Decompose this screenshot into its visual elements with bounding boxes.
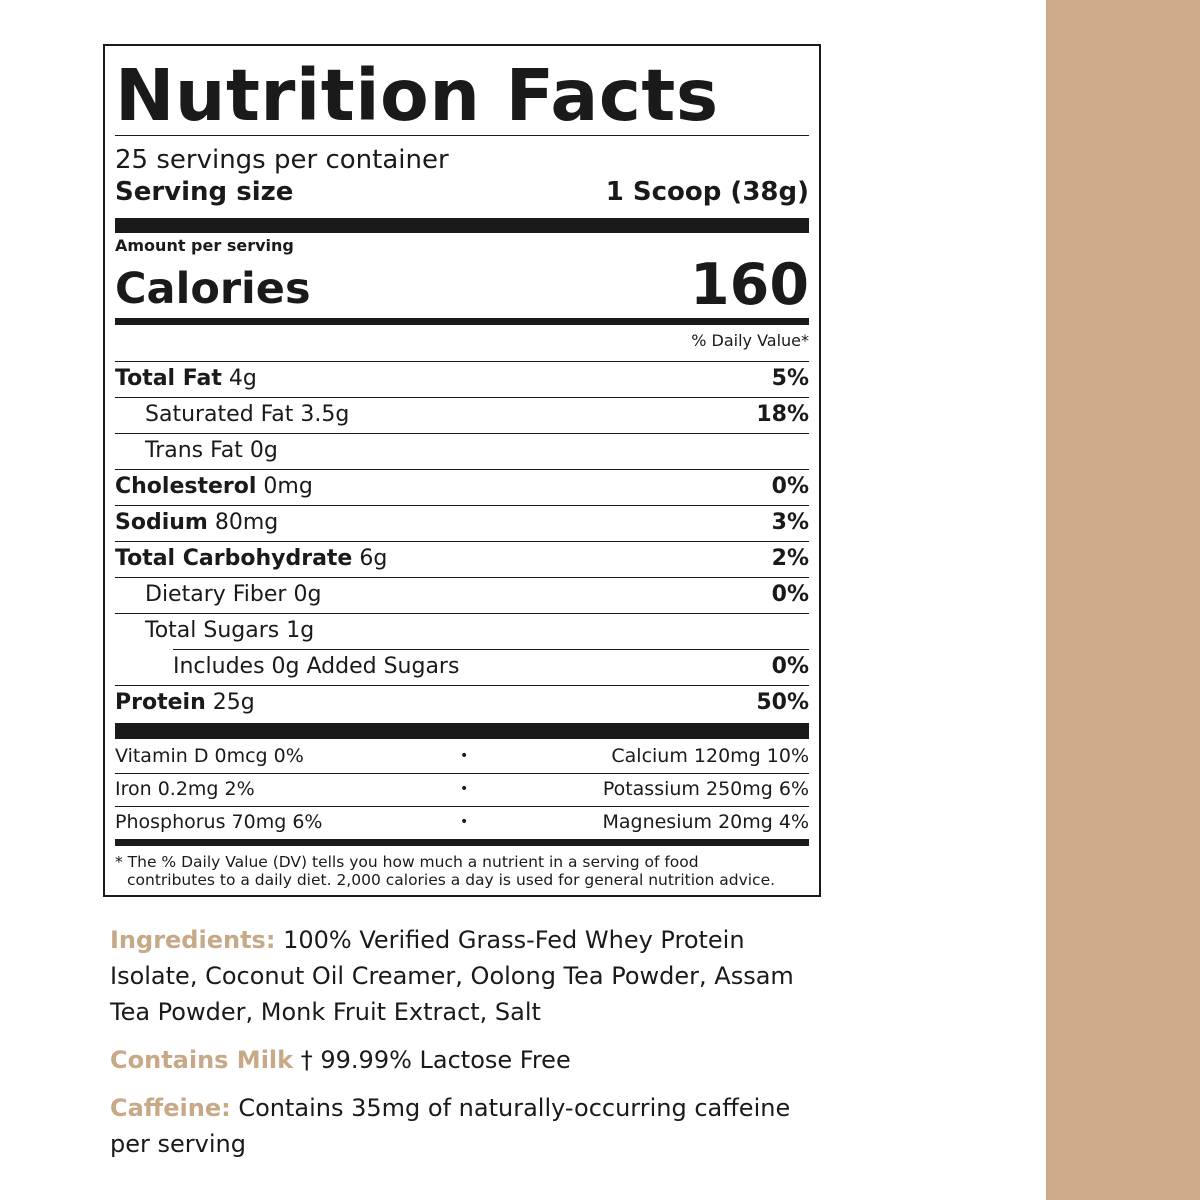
vitamin-right: Potassium 250mg 6% xyxy=(602,778,809,800)
nutrient-row-cholesterol: Cholesterol 0mg 0% xyxy=(115,469,809,505)
bullet-separator: • xyxy=(460,781,469,797)
nutrient-dv: 5% xyxy=(771,366,809,391)
ingredients-block: Ingredients: 100% Verified Grass-Fed Whe… xyxy=(110,922,840,1030)
amount-per-serving: Amount per serving xyxy=(115,236,294,255)
nutrient-amount: 3.5g xyxy=(300,402,350,427)
serving-size-row: Serving size 1 Scoop (38g) xyxy=(115,176,809,208)
thick-divider xyxy=(115,723,809,739)
nutrient-row-total-sugars: Total Sugars 1g xyxy=(115,613,809,649)
nutrient-dv: 3% xyxy=(771,510,809,535)
vitamin-left: Phosphorus 70mg 6% xyxy=(115,811,323,833)
nutrient-name: Dietary Fiber xyxy=(145,582,287,607)
thick-divider xyxy=(115,218,809,233)
nutrient-amount: 0g xyxy=(249,438,278,463)
daily-value-footnote: * The % Daily Value (DV) tells you how m… xyxy=(115,853,809,889)
ingredients-label: Ingredients: xyxy=(110,926,276,954)
footnote-line-1: * The % Daily Value (DV) tells you how m… xyxy=(115,853,699,871)
nutrient-amount: 4g xyxy=(228,366,257,391)
nutrient-name: Total Fat xyxy=(115,366,222,391)
nutrient-dv: 0% xyxy=(771,474,809,499)
side-color-band xyxy=(1046,0,1200,1200)
bullet-separator: • xyxy=(460,814,469,830)
vitamin-left: Iron 0.2mg 2% xyxy=(115,778,255,800)
footnote-line-2: contributes to a daily diet. 2,000 calor… xyxy=(127,871,776,889)
nutrient-name: Includes 0g Added Sugars xyxy=(173,654,460,679)
daily-value-header: % Daily Value* xyxy=(691,331,809,350)
nutrient-dv: 50% xyxy=(756,690,809,715)
caffeine-line-1: Contains 35mg of naturally-occurring caf… xyxy=(238,1094,791,1122)
ingredients-line-1: 100% Verified Grass-Fed Whey Protein xyxy=(283,926,745,954)
servings-per-container: 25 servings per container xyxy=(115,145,449,175)
vitamin-left: Vitamin D 0mcg 0% xyxy=(115,745,304,767)
nutrient-dv: 18% xyxy=(756,402,809,427)
nutrient-name: Total Sugars xyxy=(145,618,280,643)
nutrient-name: Trans Fat xyxy=(145,438,243,463)
calories-value: 160 xyxy=(690,252,809,318)
allergen-label: Contains Milk xyxy=(110,1046,294,1074)
allergen-text: † 99.99% Lactose Free xyxy=(300,1046,571,1074)
ingredients-line-3: Tea Powder, Monk Fruit Extract, Salt xyxy=(110,998,541,1026)
nutrient-row-added-sugars: Includes 0g Added Sugars 0% xyxy=(173,649,809,685)
nutrient-name: Protein xyxy=(115,690,206,715)
divider xyxy=(115,135,809,136)
medium-divider xyxy=(115,839,809,846)
serving-size-value: 1 Scoop (38g) xyxy=(605,177,809,207)
medium-divider xyxy=(115,318,809,325)
divider xyxy=(115,773,809,774)
vitamin-row: Vitamin D 0mcg 0% • Calcium 120mg 10% xyxy=(115,740,809,773)
divider xyxy=(115,806,809,807)
nutrient-name: Cholesterol xyxy=(115,474,257,499)
caffeine-label: Caffeine: xyxy=(110,1094,231,1122)
nutrient-row-trans-fat: Trans Fat 0g xyxy=(115,433,809,469)
nutrient-dv: 0% xyxy=(771,582,809,607)
nutrient-dv: 2% xyxy=(771,546,809,571)
nutrient-dv: 0% xyxy=(771,654,809,679)
nutrient-row-saturated-fat: Saturated Fat 3.5g 18% xyxy=(115,397,809,433)
nutrient-amount: 80mg xyxy=(214,510,279,535)
nutrition-title: Nutrition Facts xyxy=(115,54,719,137)
nutrient-amount: 1g xyxy=(286,618,315,643)
nutrient-row-total-fat: Total Fat 4g 5% xyxy=(115,361,809,397)
vitamin-right: Magnesium 20mg 4% xyxy=(602,811,809,833)
nutrient-amount: 25g xyxy=(212,690,255,715)
serving-size-label: Serving size xyxy=(115,177,294,207)
nutrient-amount: 6g xyxy=(359,546,388,571)
nutrient-row-dietary-fiber: Dietary Fiber 0g 0% xyxy=(115,577,809,613)
nutrient-row-sodium: Sodium 80mg 3% xyxy=(115,505,809,541)
nutrient-amount: 0mg xyxy=(263,474,313,499)
calories-row: Calories 160 xyxy=(115,252,809,318)
vitamin-row: Iron 0.2mg 2% • Potassium 250mg 6% xyxy=(115,773,809,806)
nutrient-amount: 0g xyxy=(293,582,322,607)
vitamin-right: Calcium 120mg 10% xyxy=(611,745,809,767)
nutrient-row-total-carbohydrate: Total Carbohydrate 6g 2% xyxy=(115,541,809,577)
nutrient-row-protein: Protein 25g 50% xyxy=(115,685,809,721)
nutrient-name: Total Carbohydrate xyxy=(115,546,353,571)
nutrient-name: Saturated Fat xyxy=(145,402,294,427)
calories-label: Calories xyxy=(115,264,311,314)
bullet-separator: • xyxy=(460,748,469,764)
nutrient-name: Sodium xyxy=(115,510,208,535)
allergen-block: Contains Milk † 99.99% Lactose Free xyxy=(110,1042,840,1078)
vitamin-row: Phosphorus 70mg 6% • Magnesium 20mg 4% xyxy=(115,806,809,839)
caffeine-block: Caffeine: Contains 35mg of naturally-occ… xyxy=(110,1090,840,1162)
nutrition-facts-panel: Nutrition Facts 25 servings per containe… xyxy=(103,44,821,897)
ingredients-line-2: Isolate, Coconut Oil Creamer, Oolong Tea… xyxy=(110,962,794,990)
caffeine-line-2: per serving xyxy=(110,1130,246,1158)
